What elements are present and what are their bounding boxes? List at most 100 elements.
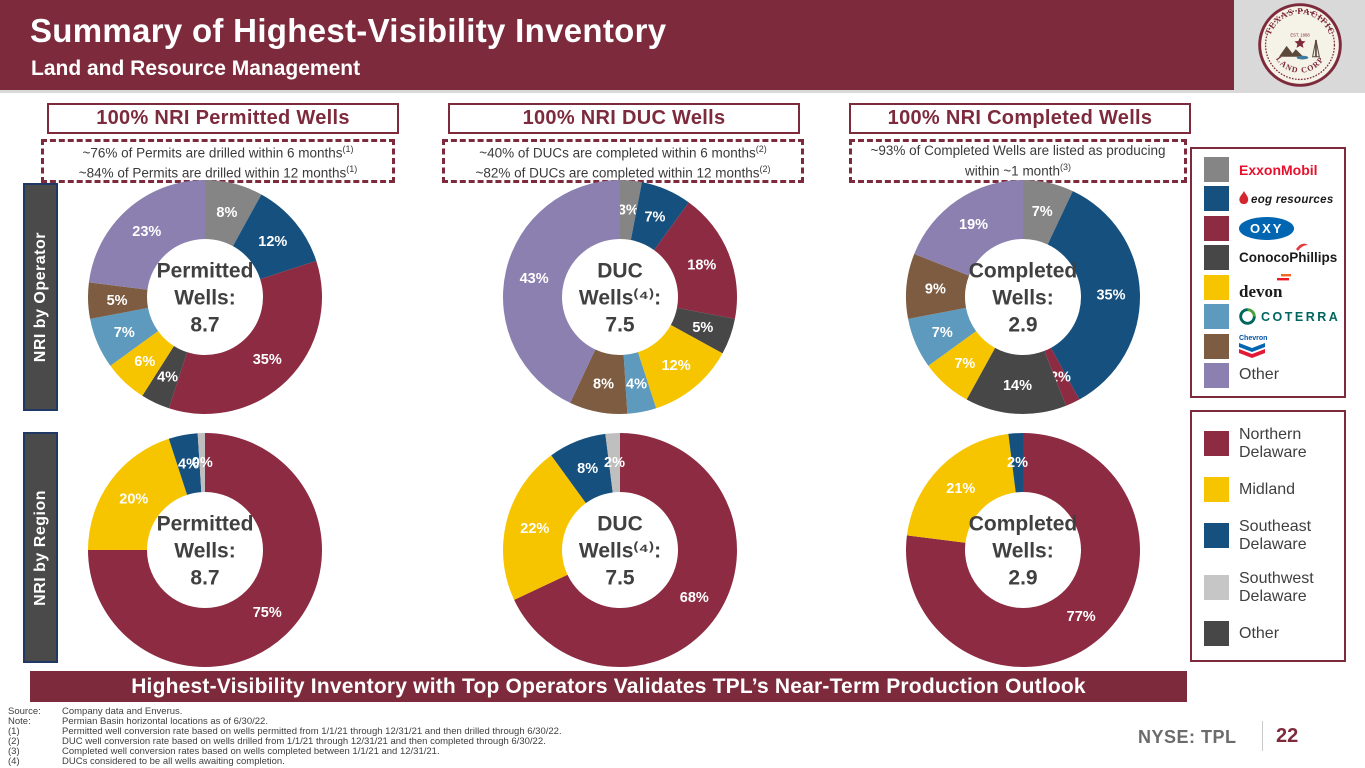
slice-oxy: [168, 260, 322, 414]
slice-coterra: [623, 352, 657, 414]
conocophillips-mark-icon: [1295, 243, 1308, 251]
swatch-chevron: [1204, 333, 1229, 359]
legend-item-eog: eog resources: [1192, 186, 1344, 212]
slice-northern-delaware: [88, 433, 322, 667]
column-header-completed: 100% NRI Completed Wells: [849, 103, 1191, 134]
slice-percent-label: 21%: [946, 481, 975, 497]
slice-percent-label: 43%: [520, 271, 549, 287]
slice-percent-label: 7%: [114, 325, 135, 341]
legend-item-other-region: Other: [1192, 621, 1344, 647]
company-logo: TEXAS PACIFIC LAND CORP EST. 1888: [1234, 0, 1365, 90]
slice-northern-delaware: [514, 433, 737, 667]
footnote-row: (1) Permitted well conversion rate based …: [8, 726, 562, 737]
legend-item-conocophillips: ConocoPhillips: [1192, 243, 1344, 270]
slice-oxy: [654, 202, 737, 319]
legend-item-southwest-delaware: Southwest Delaware: [1192, 570, 1344, 606]
slice-chevron: [906, 253, 970, 319]
stock-ticker: NYSE: TPL: [1138, 727, 1237, 747]
note-line: ~84% of Permits are drilled within 12 mo…: [78, 164, 358, 181]
slice-southeast-delaware: [551, 433, 613, 504]
legend-item-midland: Midland: [1192, 477, 1344, 503]
donut-center-text: Wells:: [992, 540, 1053, 563]
slice-percent-label: 68%: [680, 590, 709, 606]
slice-eog-resources: [1047, 191, 1140, 400]
slice-southwest-delaware: [197, 433, 205, 493]
donut-center-text: Completed: [969, 513, 1078, 536]
header-bar: Summary of Highest-Visibility Inventory …: [0, 0, 1365, 93]
slice-percent-label: 7%: [954, 356, 975, 372]
slice-other: [503, 180, 620, 403]
slice-percent-label: 4%: [626, 376, 647, 392]
other-operator-label: Other: [1239, 366, 1280, 384]
slice-devon: [110, 331, 174, 396]
tpl-seal-icon: TEXAS PACIFIC LAND CORP EST. 1888: [1257, 3, 1342, 87]
donut-center-text: DUC: [597, 260, 643, 283]
legend-regions: Northern Delaware Midland Southeast Dela…: [1190, 410, 1346, 662]
footnote-row: (2) DUC well conversion rate based on wel…: [8, 736, 546, 747]
note-box-duc: ~40% of DUCs are completed within 6 mont…: [442, 139, 804, 183]
slice-percent-label: 4%: [178, 457, 199, 473]
column-header-duc: 100% NRI DUC Wells: [448, 103, 800, 134]
slice-devon: [928, 331, 996, 400]
donut-center-text: Wells:: [174, 540, 235, 563]
slice-percent-label: 8%: [216, 205, 237, 221]
legend-item-southeast-delaware: Southeast Delaware: [1192, 518, 1344, 554]
swatch-other-operator: [1204, 362, 1229, 388]
swatch-eog: [1204, 186, 1229, 212]
southeast-delaware-label: Southeast Delaware: [1239, 517, 1312, 553]
slice-conocophillips: [966, 347, 1067, 414]
slice-percent-label: 8%: [593, 376, 614, 392]
donut-center-text: Completed: [969, 260, 1078, 283]
conocophillips-logo: ConocoPhillips: [1239, 243, 1337, 265]
row-label-nri-by-operator: NRI by Operator: [23, 183, 58, 411]
note-line: ~93% of Completed Wells are listed as pr…: [870, 143, 1166, 179]
donut-center-text: Wells:: [992, 287, 1053, 310]
slice-northern-delaware: [906, 433, 1140, 667]
donut-center-text: 8.7: [190, 314, 219, 337]
slice-coterra: [90, 307, 159, 366]
svg-text:EST. 1888: EST. 1888: [1290, 33, 1310, 38]
slice-southwest-delaware: [605, 433, 620, 493]
donut-permitted-by-operator: 8% 12% 35% 4% 6% 7% 5% 23% Permitted Wells: 8.7: [80, 172, 330, 422]
slice-percent-label: 4%: [157, 370, 178, 386]
takeaway-banner: Highest-Visibility Inventory with Top Op…: [30, 671, 1187, 702]
donut-center-text: 7.5: [605, 567, 635, 590]
oxy-logo: OXY: [1239, 216, 1295, 240]
donut-completed-by-operator: 7% 35% 2% 14% 7% 7% 9% 19% Completed Wells: 2.9: [898, 172, 1148, 422]
slice-percent-label: 22%: [520, 521, 549, 537]
slice-percent-label: 9%: [925, 282, 946, 298]
chevron-logo: Chevron: [1239, 335, 1267, 358]
slice-conocophillips: [142, 345, 188, 409]
slice-percent-label: 35%: [253, 352, 282, 368]
legend-item-oxy: OXY: [1192, 215, 1344, 241]
slice-midland: [503, 455, 586, 600]
slice-chevron: [570, 349, 628, 414]
footnote-row: (3) Completed well conversion rates based…: [8, 746, 440, 757]
exxonmobil-logo: ExxonMobil: [1239, 161, 1318, 178]
swatch-southwest-delaware: [1204, 575, 1229, 601]
note-line: ~40% of DUCs are completed within 6 mont…: [479, 143, 767, 161]
column-header-permitted: 100% NRI Permitted Wells: [47, 103, 399, 134]
page-title: Summary of Highest-Visibility Inventory: [30, 12, 667, 49]
donut-center-text: 2.9: [1008, 567, 1037, 590]
donut-center-text: 7.5: [605, 314, 635, 337]
slice-conocophillips: [670, 307, 735, 354]
slice-percent-label: 5%: [692, 320, 713, 336]
slice-other: [914, 180, 1023, 276]
slice-eog-resources: [630, 182, 689, 251]
swatch-coterra: [1204, 304, 1229, 330]
slice-percent-label: 8%: [577, 461, 598, 477]
slice-percent-label: 35%: [1096, 287, 1125, 303]
slice-percent-label: 75%: [253, 605, 282, 621]
donut-center-text: Permitted: [157, 513, 254, 536]
swatch-devon: [1204, 274, 1229, 300]
donut-center-text: Wells⁽⁴⁾:: [579, 540, 661, 563]
legend-item-chevron: Chevron: [1192, 333, 1344, 359]
donut-center-text: Wells:: [174, 287, 235, 310]
eog-flame-icon: [1239, 191, 1249, 205]
slice-exxonmobil: [205, 180, 262, 247]
slice-percent-label: 18%: [687, 258, 716, 274]
slice-other: [88, 180, 205, 290]
slice-percent-label: 12%: [662, 358, 691, 374]
